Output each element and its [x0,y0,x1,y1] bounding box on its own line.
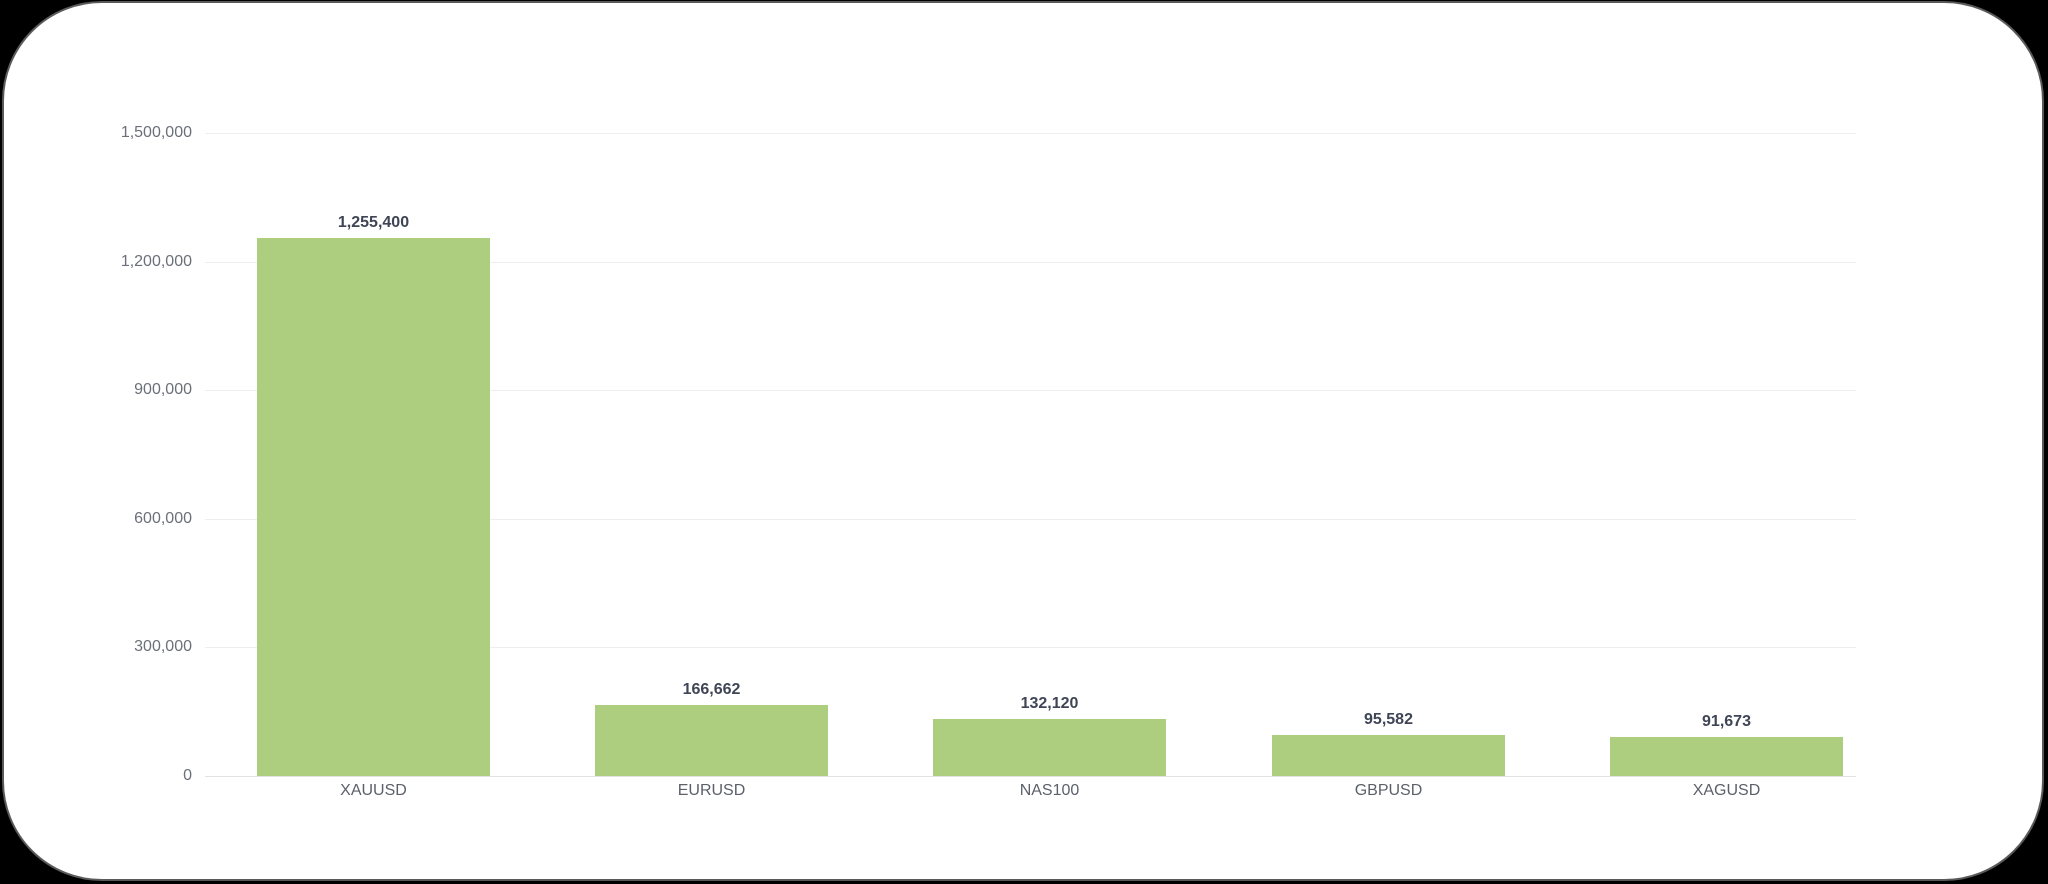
bar-value-label: 91,673 [1702,713,1751,730]
bar-value-label: 132,120 [1020,695,1079,712]
y-axis-tick-label: 0 [183,767,192,784]
y-axis-tick-label: 1,200,000 [120,253,192,270]
x-axis-tick-label: XAGUSD [1692,782,1761,799]
x-axis-tick-label: GBPUSD [1354,782,1423,799]
bar-xagusd[interactable] [1610,737,1843,776]
x-axis-tick-label: NAS100 [1019,782,1080,799]
gridline [205,133,1856,134]
gridline [205,262,1856,263]
x-axis-baseline [205,776,1856,777]
y-axis-tick-label: 900,000 [134,381,192,398]
y-axis-tick-label: 300,000 [134,638,192,655]
bar-nas100[interactable] [933,719,1166,776]
y-axis-tick-label: 1,500,000 [120,124,192,141]
gridline [205,390,1856,391]
x-axis-tick-label: XAUUSD [340,782,407,799]
bar-eurusd[interactable] [595,705,828,776]
bar-value-label: 166,662 [682,681,741,698]
gridline [205,519,1856,520]
bar-value-label: 1,255,400 [337,214,410,231]
bar-gbpusd[interactable] [1272,735,1505,776]
bar-xauusd[interactable] [257,238,490,776]
gridline [205,647,1856,648]
bar-value-label: 95,582 [1364,711,1413,728]
x-axis-tick-label: EURUSD [677,782,746,799]
y-axis-tick-label: 600,000 [134,510,192,527]
